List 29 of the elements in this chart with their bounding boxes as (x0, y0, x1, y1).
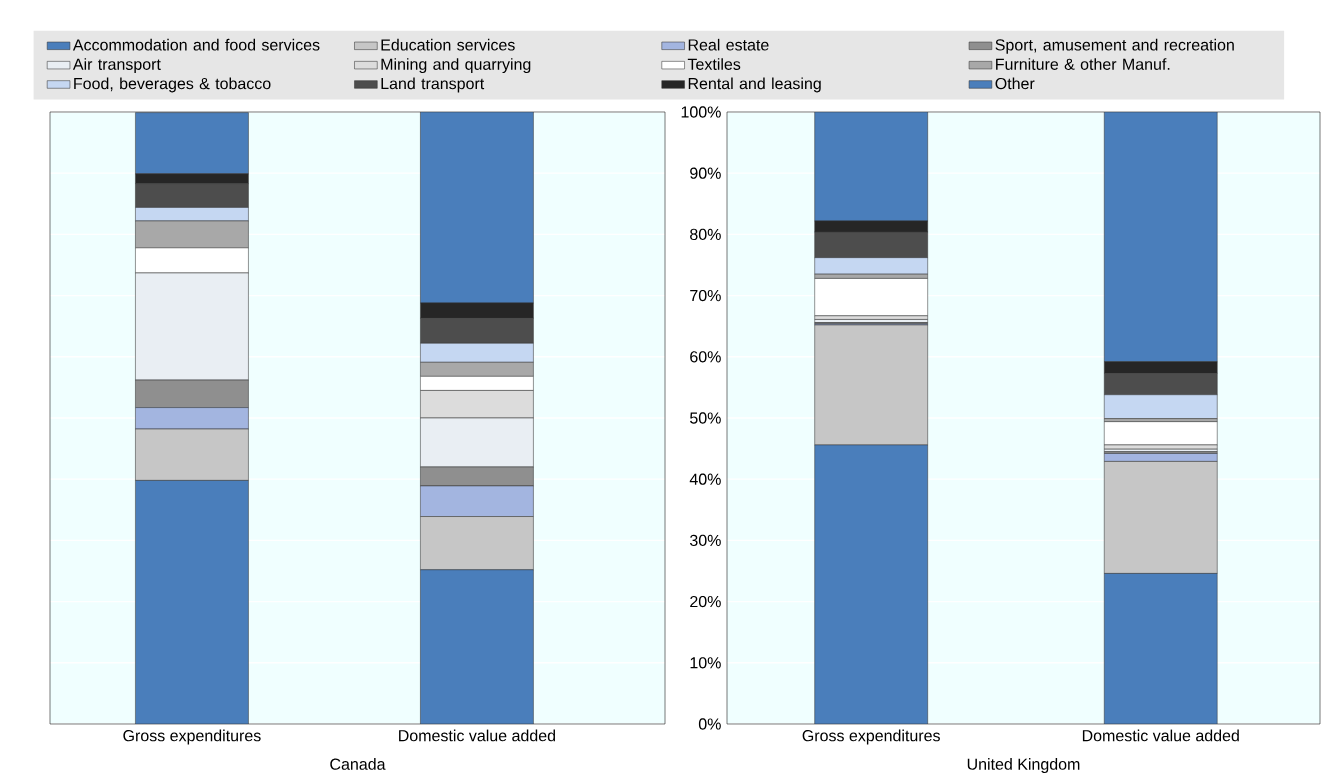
x-tick-label: Gross expenditures (802, 729, 940, 745)
legend-label: Furniture & other Manuf. (996, 58, 1170, 70)
legend-label: Sport, amusement and recreation (995, 38, 1234, 54)
legend-label: Mining and quarrying (381, 58, 531, 74)
legend-label: Food, beverages & tobacco (74, 77, 271, 93)
y-tick-label: 40% (689, 473, 721, 485)
y-tick-label: 0% (698, 718, 721, 730)
x-tick-label: Domestic value added (399, 729, 555, 742)
legend-label: Rental and leasing (688, 77, 821, 93)
y-tick-label: 100% (681, 106, 721, 118)
legend-label: Real estate (688, 38, 769, 51)
y-tick-label: 60% (690, 351, 721, 363)
legend-label: Textiles (687, 58, 741, 70)
legend-label: Education services (381, 38, 515, 51)
legend-label: Air transport (72, 58, 161, 74)
y-tick-label: 50% (690, 412, 721, 424)
legend-label: Other (995, 77, 1035, 90)
y-tick-label: 80% (690, 228, 721, 241)
y-tick-label: 20% (690, 595, 721, 608)
y-tick-label: 70% (690, 289, 721, 302)
y-tick-label: 90% (690, 167, 721, 179)
x-tick-label: Domestic value added (1082, 729, 1239, 742)
x-tick-label: Gross expenditures (123, 729, 261, 745)
legend-label: Accommodation and food services (72, 38, 320, 51)
legend-label: Land transport (381, 77, 485, 93)
y-tick-label: 30% (689, 534, 721, 547)
y-tick-label: 10% (690, 657, 721, 669)
x-axis-title: United Kingdom (967, 758, 1080, 774)
x-axis-title: Canada (330, 758, 386, 770)
